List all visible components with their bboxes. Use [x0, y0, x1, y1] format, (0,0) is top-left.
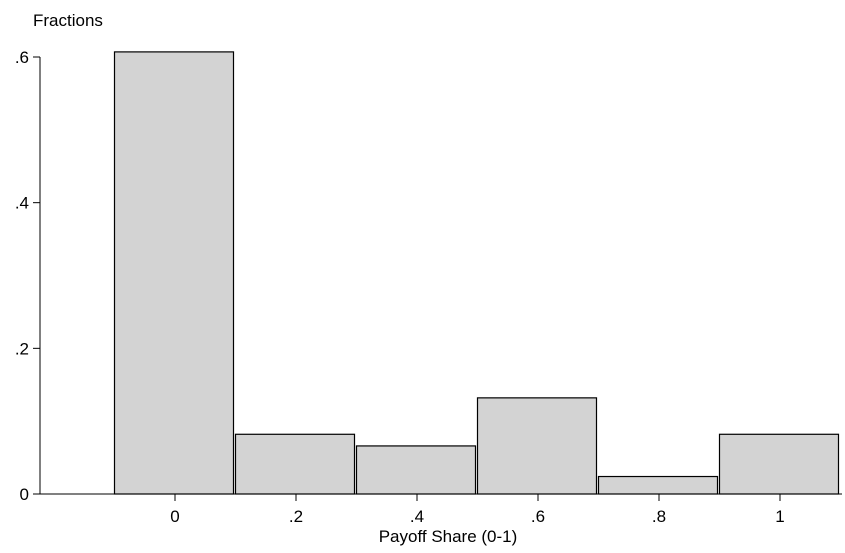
x-tick-label: .6	[531, 507, 545, 526]
bar-1	[718, 433, 840, 495]
x-tick-label: .8	[652, 507, 666, 526]
bar-.2	[234, 433, 356, 495]
y-tick-label: .2	[15, 339, 29, 358]
y-ticks-group: 0 .2 .4 .6	[15, 48, 40, 504]
x-ticks-group: 0 .2 .4 .6 .8 1	[170, 494, 785, 526]
bar-.4	[355, 445, 477, 495]
x-tick-label: 0	[170, 507, 179, 526]
y-axis-title: Fractions	[33, 11, 103, 30]
bars-group	[113, 51, 840, 495]
x-tick-label: .4	[410, 507, 424, 526]
y-tick-label: .6	[15, 48, 29, 67]
bar-0	[113, 51, 235, 495]
x-tick-label: 1	[775, 507, 784, 526]
bar-.6	[476, 397, 598, 495]
y-tick-label: 0	[20, 485, 29, 504]
x-tick-label: .2	[289, 507, 303, 526]
x-axis-title: Payoff Share (0-1)	[379, 527, 518, 546]
bar-.8	[597, 475, 719, 495]
y-tick-label: .4	[15, 194, 29, 213]
